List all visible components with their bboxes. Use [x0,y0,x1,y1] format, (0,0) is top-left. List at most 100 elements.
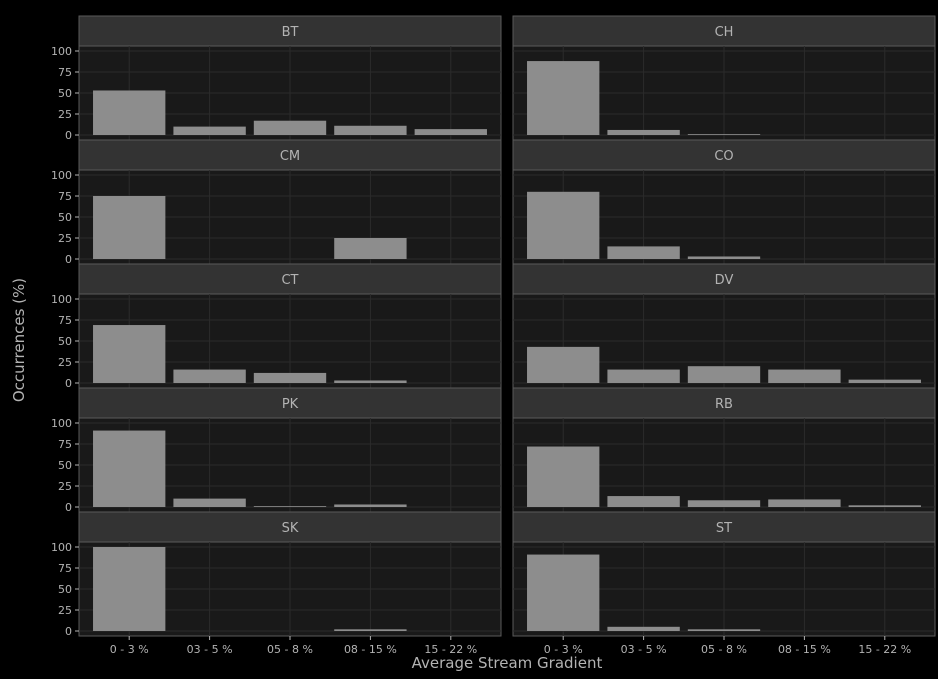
x-axis-title: Average Stream Gradient [412,654,603,672]
x-tick-label: 03 - 5 % [621,643,667,656]
facet-strip [512,511,936,543]
bar-bt-3 [253,120,327,135]
facet-strip [78,15,502,47]
y-tick-label: 50 [58,583,72,596]
bar-rb-3 [687,500,761,507]
y-tick-label: 75 [58,66,72,79]
y-tick-label: 50 [58,211,72,224]
facet-panel-sk: SK 0 25 50 75 100 0 - 3 % 03 - 5 % 05 - 8 % 08 - … [51,511,502,656]
bar-bt-1 [93,90,166,135]
x-tick-label: 08 - 15 % [778,643,831,656]
y-tick-label: 75 [58,190,72,203]
y-tick-label: 0 [65,625,72,638]
facet-strip [78,139,502,171]
facet-strip-label: RB [715,397,733,412]
bar-dv-3 [687,366,761,383]
y-tick-label: 50 [58,87,72,100]
y-tick-label: 75 [58,438,72,451]
facet-panel-rb: RB [512,387,936,513]
facet-strip [512,139,936,171]
facet-strip [512,387,936,419]
facet-panel-cm: CM 0 25 50 75 100 [51,139,502,266]
bar-bt-2 [173,126,246,135]
facet-panels: BT 0 25 50 75 100 CH CM 0 25 50 75 100 CO CT 0 25 50 75 100… [51,15,936,656]
x-tick-label: 15 - 22 % [858,643,911,656]
x-tick-label: 0 - 3 % [110,643,149,656]
y-tick-label: 100 [51,293,72,306]
bar-sk-4 [334,629,407,631]
facet-strip-label: CM [280,149,300,164]
bar-rb-1 [527,446,600,507]
facet-panel-ct: CT 0 25 50 75 100 [51,263,502,390]
y-tick-label: 25 [58,356,72,369]
facet-strip-label: ST [716,521,732,536]
facet-panel-dv: DV [512,263,936,389]
bar-dv-2 [607,369,680,383]
bar-ct-2 [173,369,246,383]
y-tick-label: 0 [65,253,72,266]
bar-cm-1 [93,196,166,259]
y-tick-label: 25 [58,108,72,121]
y-tick-label: 0 [65,377,72,390]
y-tick-label: 50 [58,459,72,472]
x-tick-label: 15 - 22 % [424,643,477,656]
facet-strip-label: CH [715,25,734,40]
bar-ct-4 [334,380,407,383]
facet-strip-label: CT [281,273,298,288]
y-tick-label: 75 [58,314,72,327]
y-tick-label: 100 [51,45,72,58]
facet-panel-st: ST 0 - 3 % 03 - 5 % 05 - 8 % 08 - 15 % 15 - 2… [512,511,936,656]
y-tick-label: 100 [51,541,72,554]
facet-panel-ch: CH [512,15,936,141]
bar-dv-5 [848,379,921,383]
facet-strip [78,387,502,419]
facet-strip-label: CO [714,149,733,164]
bar-co-2 [607,246,680,259]
y-tick-label: 25 [58,480,72,493]
bar-cm-4 [334,238,407,259]
bar-co-1 [527,191,600,259]
bar-co-3 [687,256,761,259]
y-tick-label: 100 [51,169,72,182]
bar-pk-3 [253,506,327,507]
facet-strip [512,263,936,295]
bar-ch-1 [527,61,600,135]
bar-ch-2 [607,129,680,135]
bar-rb-5 [848,505,921,507]
bar-st-1 [527,554,600,631]
y-tick-label: 0 [65,501,72,514]
y-tick-label: 25 [58,604,72,617]
bar-st-3 [687,629,761,631]
y-tick-label: 25 [58,232,72,245]
y-tick-label: 75 [58,562,72,575]
x-tick-label: 05 - 8 % [701,643,747,656]
bar-pk-4 [334,504,407,507]
bar-ch-3 [687,134,761,135]
x-tick-label: 05 - 8 % [267,643,313,656]
facet-strip-label: SK [282,521,299,536]
y-axis-title: Occurrences (%) [10,278,28,402]
bar-bt-4 [334,125,407,135]
bar-rb-4 [768,499,841,507]
x-tick-label: 03 - 5 % [187,643,233,656]
facet-panel-pk: PK 0 25 50 75 100 [51,387,502,514]
bar-st-2 [607,626,680,631]
bar-pk-2 [173,498,246,507]
facet-strip-label: DV [715,273,734,288]
bar-bt-5 [414,129,487,135]
facet-strip-label: BT [282,25,299,40]
bar-pk-1 [93,430,166,507]
facet-panel-bt: BT 0 25 50 75 100 [51,15,502,142]
bar-ct-3 [253,372,327,383]
facet-strip-label: PK [282,397,299,412]
bar-rb-2 [607,496,680,507]
bar-dv-4 [768,369,841,383]
facet-strip [78,511,502,543]
y-tick-label: 0 [65,129,72,142]
bar-dv-1 [527,346,600,383]
bar-sk-1 [93,547,166,631]
y-tick-label: 50 [58,335,72,348]
x-tick-label: 08 - 15 % [344,643,397,656]
bar-ct-1 [93,325,166,383]
